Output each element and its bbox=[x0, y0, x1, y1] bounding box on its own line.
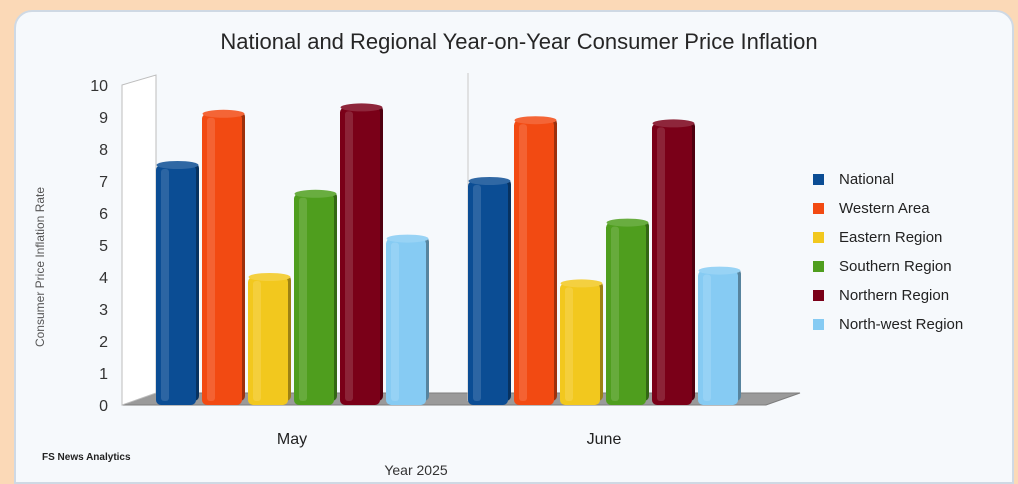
y-axis-label: Consumer Price Inflation Rate bbox=[33, 187, 47, 347]
bar bbox=[294, 189, 337, 405]
y-tick-label: 5 bbox=[99, 238, 108, 255]
y-tick-label: 10 bbox=[90, 78, 108, 95]
legend-swatch bbox=[813, 261, 824, 272]
x-tick-label: May bbox=[277, 431, 307, 448]
bar bbox=[202, 109, 245, 406]
legend-swatch bbox=[813, 232, 824, 243]
legend-item: Southern Region bbox=[813, 258, 952, 275]
bar bbox=[468, 177, 511, 405]
y-tick-label: 8 bbox=[99, 142, 108, 159]
bar bbox=[156, 161, 199, 405]
legend-label: Northern Region bbox=[839, 287, 949, 304]
legend-swatch bbox=[813, 290, 824, 301]
legend-label: Eastern Region bbox=[839, 229, 942, 246]
chart-bars bbox=[156, 103, 741, 406]
bar-chart: 0 1 2 3 4 5 6 7 8 9 10 May June National Western Are… bbox=[33, 29, 963, 478]
legend-label: Western Area bbox=[839, 200, 930, 217]
legend-label: Southern Region bbox=[839, 258, 952, 275]
chart-back-wall bbox=[121, 74, 157, 406]
bar bbox=[514, 116, 557, 405]
legend-label: National bbox=[839, 171, 894, 188]
bar bbox=[698, 266, 741, 405]
bar bbox=[340, 103, 383, 406]
bar bbox=[386, 234, 429, 405]
x-tick-label: June bbox=[587, 431, 622, 448]
bar bbox=[652, 119, 695, 406]
chart-panel: 0 1 2 3 4 5 6 7 8 9 10 May June National Western Are… bbox=[14, 10, 1014, 484]
y-tick-label: 6 bbox=[99, 206, 108, 223]
y-tick-label: 4 bbox=[99, 270, 108, 287]
legend-item: Western Area bbox=[813, 200, 930, 217]
legend-item: National bbox=[813, 171, 894, 188]
y-tick-label: 2 bbox=[99, 334, 108, 351]
y-tick-label: 9 bbox=[99, 110, 108, 127]
y-tick-label: 3 bbox=[99, 302, 108, 319]
x-axis-label: Year 2025 bbox=[384, 462, 448, 478]
legend-swatch bbox=[813, 174, 824, 185]
bar bbox=[248, 273, 291, 405]
legend-label: North-west Region bbox=[839, 316, 963, 333]
legend-swatch bbox=[813, 319, 824, 330]
legend-swatch bbox=[813, 203, 824, 214]
legend-item: Northern Region bbox=[813, 287, 949, 304]
y-tick-label: 1 bbox=[99, 366, 108, 383]
bar bbox=[606, 218, 649, 405]
legend-item: North-west Region bbox=[813, 316, 963, 333]
chart-legend: National Western Area Eastern Region Southe… bbox=[813, 171, 963, 333]
chart-title: National and Regional Year-on-Year Consu… bbox=[220, 29, 817, 54]
y-tick-label: 7 bbox=[99, 174, 108, 191]
bar bbox=[560, 279, 603, 405]
chart-labels: May June bbox=[277, 431, 622, 448]
legend-item: Eastern Region bbox=[813, 229, 942, 246]
y-tick-label: 0 bbox=[99, 398, 108, 415]
source-label: FS News Analytics bbox=[42, 452, 131, 463]
